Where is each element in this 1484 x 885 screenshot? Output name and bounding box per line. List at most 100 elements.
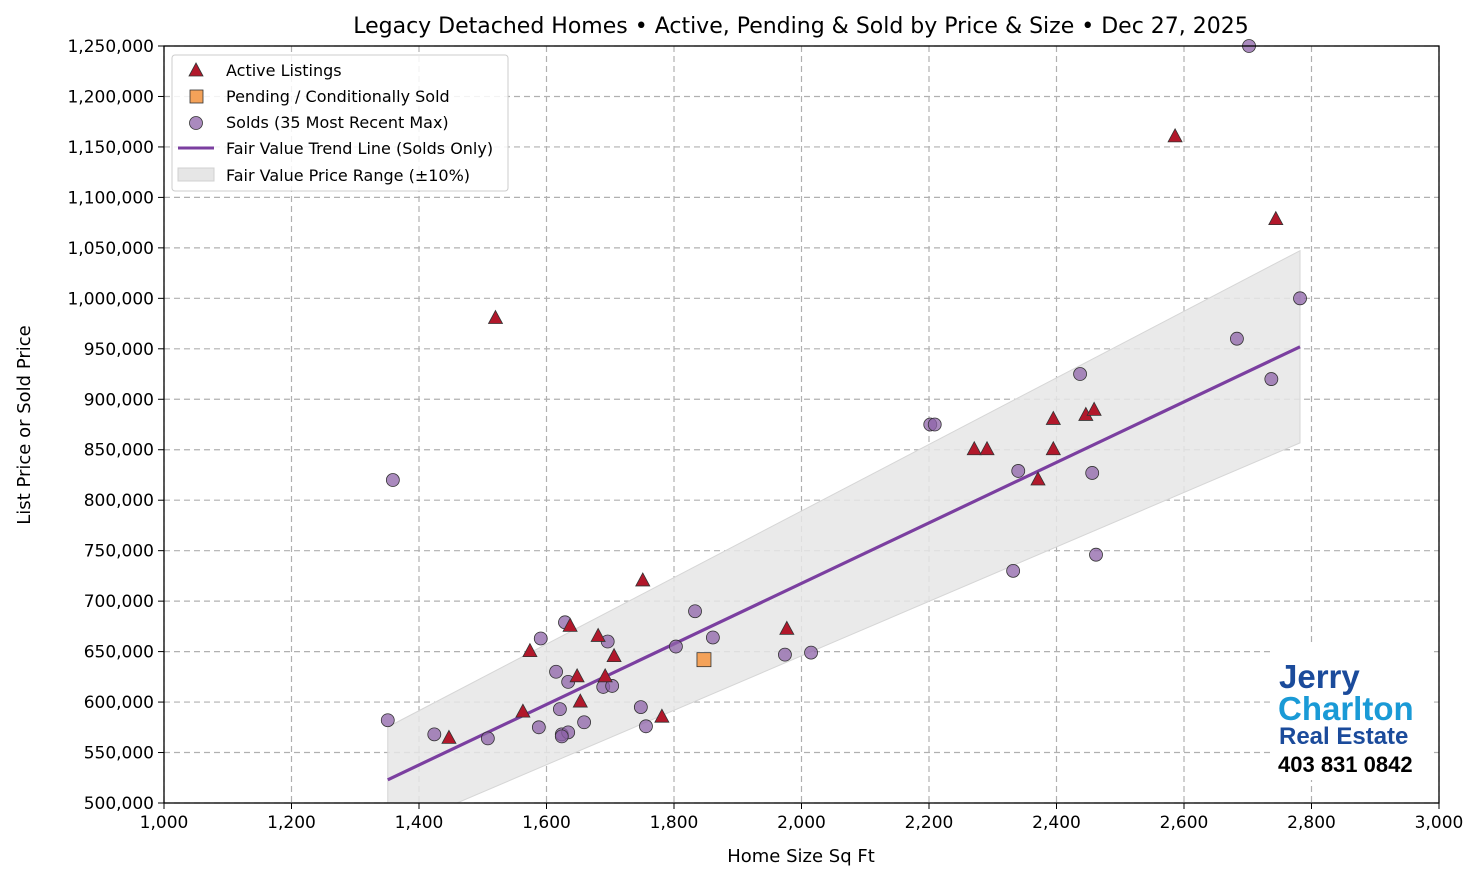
x-tick-label: 2,000 [777,813,826,833]
x-tick-label: 1,400 [395,813,444,833]
active-point [569,667,585,683]
sold-point [385,473,400,487]
sold-point [633,700,648,715]
y-tick-label: 1,250,000 [67,37,154,57]
y-tick-label: 800,000 [84,491,154,511]
legend-band-icon [177,167,215,182]
x-tick-label: 1,800 [650,813,699,833]
sold-point [552,702,567,717]
sold-point [1293,291,1307,306]
x-tick-label: 1,000 [140,813,189,833]
logo-line2: Charlton [1278,690,1414,727]
sold-point [531,720,546,735]
logo-phone: 403 831 0842 [1278,752,1413,777]
x-tick-label: 2,200 [905,813,954,833]
sold-point [804,645,818,660]
sold-point [927,417,942,432]
sold-point [1073,367,1087,381]
sold-point [1230,331,1244,346]
active-point [966,440,982,456]
y-tick-label: 900,000 [84,390,154,410]
y-tick-label: 600,000 [84,693,154,713]
x-axis: 1,000 1,200 1,400 1,600 1,800 2,000 2,200 2,400… [140,803,1464,833]
trend-line [387,345,1301,782]
sold-point [533,631,548,646]
sold-point [778,647,792,662]
logo-line3: Real Estate [1279,723,1408,750]
chart-title: Legacy Detached Homes • Active, Pending … [353,14,1249,39]
y-tick-label: 750,000 [84,542,154,562]
legend-circle-icon [189,116,203,130]
y-tick-label: 500,000 [84,794,154,814]
active-point [979,440,995,456]
active-point [606,647,622,663]
band-area [387,249,1301,804]
active-point [572,693,588,708]
sold-point [577,715,592,730]
pending-point [696,652,712,668]
active-point [1086,401,1102,416]
y-tick-label: 950,000 [84,340,154,360]
y-tick-label: 1,100,000 [67,188,154,208]
y-tick-label: 700,000 [84,592,154,612]
jerry-charlton-logo: Jerry Charlton Real Estate 403 831 0842 [1272,645,1432,780]
y-tick-label: 850,000 [84,441,154,461]
active-point [590,627,606,642]
active-point [441,729,457,744]
legend-square-icon [189,89,204,104]
x-tick-label: 1,200 [267,813,316,833]
sold-point [480,731,495,746]
x-tick-label: 2,800 [1287,813,1336,833]
active-point [779,620,795,635]
legend-solds: Solds (35 Most Recent Max) [226,113,449,132]
sold-point [1085,466,1100,480]
y-tick-label: 650,000 [84,643,154,663]
trend-line-path [387,345,1301,782]
sold-point [1089,547,1103,562]
legend-triangle-icon [188,62,204,77]
sold-point [669,639,683,654]
legend-band: Fair Value Price Range (±10%) [226,166,470,185]
y-tick-label: 550,000 [84,744,154,764]
y-tick-label: 1,050,000 [67,239,154,259]
sold-point [1011,464,1026,478]
x-axis-label: Home Size Sq Ft [727,846,875,867]
active-point [1167,127,1183,143]
x-tick-label: 2,600 [1160,813,1209,833]
y-axis: 500,000 550,000 600,000 650,000 700,000 750,0… [67,37,164,814]
active-point [1045,410,1061,425]
data-points [380,39,1307,746]
sold-point [688,604,702,619]
x-tick-label: 2,400 [1032,813,1081,833]
sold-point [427,727,442,742]
active-point [654,708,670,723]
y-axis-label: List Price or Sold Price [14,325,35,524]
sold-point [549,664,563,679]
logo-line1: Jerry [1279,658,1360,695]
legend-trend: Fair Value Trend Line (Solds Only) [226,139,493,158]
active-point [562,617,578,632]
legend-active: Active Listings [226,61,342,80]
active-point [487,309,504,324]
y-tick-label: 1,150,000 [67,138,154,158]
legend: Active Listings Pending / Conditionally … [171,54,509,192]
y-tick-label: 1,200,000 [67,87,154,107]
active-point [522,642,538,657]
x-tick-label: 1,600 [522,813,571,833]
legend-pending: Pending / Conditionally Sold [226,87,450,106]
sold-point [1264,372,1279,386]
sold-point [1006,563,1021,578]
sold-point [605,679,620,693]
active-point [1268,210,1284,226]
active-point [1030,471,1046,486]
sold-point [554,729,569,744]
sold-point [380,713,395,728]
active-point [597,667,613,683]
active-point [1045,440,1061,456]
x-tick-label: 3,000 [1415,813,1464,833]
sold-point [639,719,653,734]
fair-value-band [387,249,1301,804]
active-point [515,703,531,718]
active-point [635,572,651,587]
